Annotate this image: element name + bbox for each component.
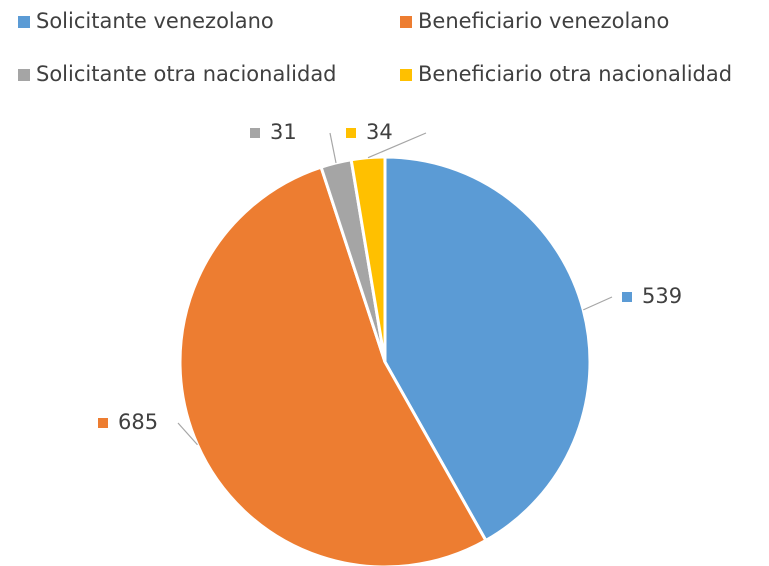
data-label-marker [622,292,632,302]
leader-line [583,296,613,311]
legend-label: Beneficiario venezolano [418,9,669,33]
data-label: 31 [270,120,297,144]
data-label-marker [346,128,356,138]
pie-slice [349,155,387,363]
legend-swatch [400,69,412,81]
leader-line [367,132,427,159]
legend-label: Solicitante venezolano [36,9,274,33]
pie-slice [178,165,488,566]
legend-label: Beneficiario otra nacionalidad [418,62,732,86]
data-label-marker [98,418,108,428]
data-label: 539 [642,284,682,308]
pie-slice [383,155,592,543]
data-label: 685 [118,410,158,434]
leader-line [329,132,337,164]
legend-swatch [18,16,30,28]
legend-label: Solicitante otra nacionalidad [36,62,337,86]
leader-line [177,422,198,446]
data-label-marker [250,128,260,138]
data-label: 34 [366,120,393,144]
legend-swatch [400,16,412,28]
legend-swatch [18,69,30,81]
